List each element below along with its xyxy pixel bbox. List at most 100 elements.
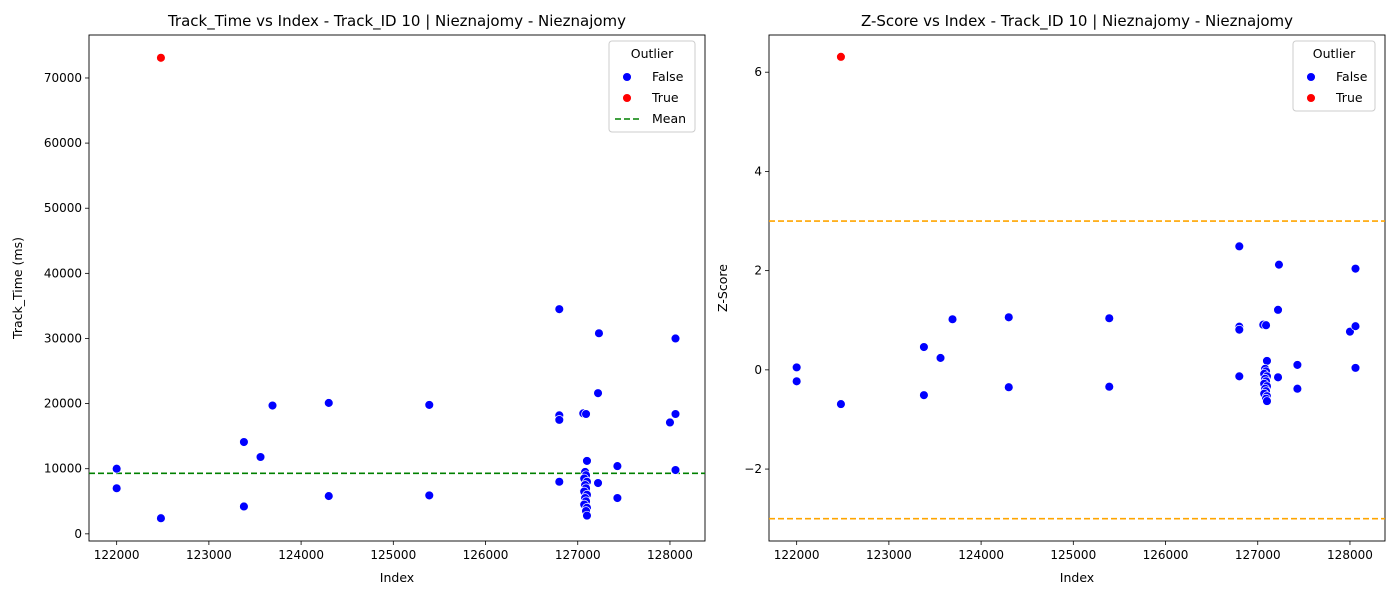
x-tick-label: 123000 [186,548,232,562]
y-tick-label: 30000 [44,331,82,345]
data-point [593,478,603,488]
series-true [836,52,846,62]
data-point [582,456,592,466]
x-tick-label: 127000 [555,548,601,562]
data-point [582,510,592,521]
data-point [111,483,122,494]
legend-label: Mean [652,111,686,126]
legend-box [608,40,696,133]
data-point [554,304,565,314]
x-tick-label: 122000 [94,548,140,562]
x-tick-label: 122000 [774,548,820,562]
data-point [1350,263,1361,274]
legend-marker [622,93,632,103]
plot-area [769,52,1385,520]
y-tick-label: 4 [754,164,762,178]
legend-title: Outlier [1313,46,1356,61]
chart-1: Track_Time vs Index - Track_ID 10 | Niez… [10,12,706,585]
data-point [111,463,122,474]
data-point [612,493,623,503]
data-point [239,437,249,447]
x-tick-label: 123000 [866,548,912,562]
x-tick-label: 125000 [1050,548,1096,562]
data-point [156,513,166,523]
y-tick-label: 20000 [44,397,82,411]
data-point [670,409,681,419]
data-point [1262,396,1272,406]
x-axis-label: Index [1060,570,1094,585]
data-point [1273,372,1283,383]
plot-frame [768,34,1386,542]
plot-frame [88,34,706,542]
data-point [554,476,565,487]
data-point [919,390,929,400]
x-tick-label: 125000 [370,548,416,562]
data-point [836,399,846,409]
data-point [1274,259,1284,270]
x-axis-label: Index [380,570,414,585]
data-point [1350,321,1361,331]
data-point [593,388,603,398]
legend-marker [1306,93,1316,103]
data-point [1273,305,1283,315]
legend-box [1292,40,1376,112]
y-tick-label: 6 [754,65,762,79]
data-point [1292,360,1303,370]
legend-title: Outlier [631,46,674,61]
legend: Outlier False True Mean [608,40,696,133]
data-point [1262,356,1272,366]
data-point [1234,324,1245,335]
legend-label: True [651,90,679,105]
x-tick-label: 124000 [958,548,1004,562]
legend-label: False [1336,69,1368,84]
y-tick-label: 10000 [44,462,82,476]
data-point [1104,381,1115,392]
x-tick-label: 124000 [278,548,324,562]
data-point [947,314,958,325]
y-tick-label: 0 [74,527,82,541]
y-tick-label: 2 [754,264,762,278]
plot-area [89,53,705,523]
y-tick-label: 60000 [44,136,82,150]
data-point [424,490,435,501]
data-point [1234,371,1245,382]
chart-title: Z-Score vs Index - Track_ID 10 | Nieznaj… [861,12,1293,31]
y-tick-label: −2 [744,462,762,476]
y-axis-label: Track_Time (ms) [10,237,25,340]
data-point [267,400,278,411]
x-tick-label: 127000 [1235,548,1281,562]
data-point [935,353,946,363]
data-point [255,452,266,462]
data-point [424,400,435,410]
y-tick-label: 40000 [44,266,82,280]
legend-marker [1306,72,1316,82]
x-tick-label: 128000 [1327,548,1373,562]
legend: Outlier False True [1292,40,1376,112]
data-point [594,328,604,339]
data-point [665,417,675,428]
series-true [156,53,166,63]
series-false [111,304,681,523]
y-tick-label: 50000 [44,201,82,215]
data-point [1004,312,1014,323]
data-point [836,52,846,62]
data-point [554,415,565,425]
y-tick-label: 0 [754,363,762,377]
legend-marker [622,72,632,82]
data-point [581,409,591,419]
data-point [670,465,681,475]
series-false [791,241,1361,409]
data-point [1234,241,1245,252]
legend-label: False [652,69,684,84]
data-point [1104,313,1115,324]
data-point [156,53,166,63]
data-point [1004,382,1014,392]
chart-2: Z-Score vs Index - Track_ID 10 | Nieznaj… [715,12,1386,585]
data-point [612,461,623,471]
data-point [791,376,802,387]
data-point [670,333,681,344]
legend-label: True [1335,90,1363,105]
x-tick-label: 126000 [463,548,509,562]
data-point [324,398,334,408]
